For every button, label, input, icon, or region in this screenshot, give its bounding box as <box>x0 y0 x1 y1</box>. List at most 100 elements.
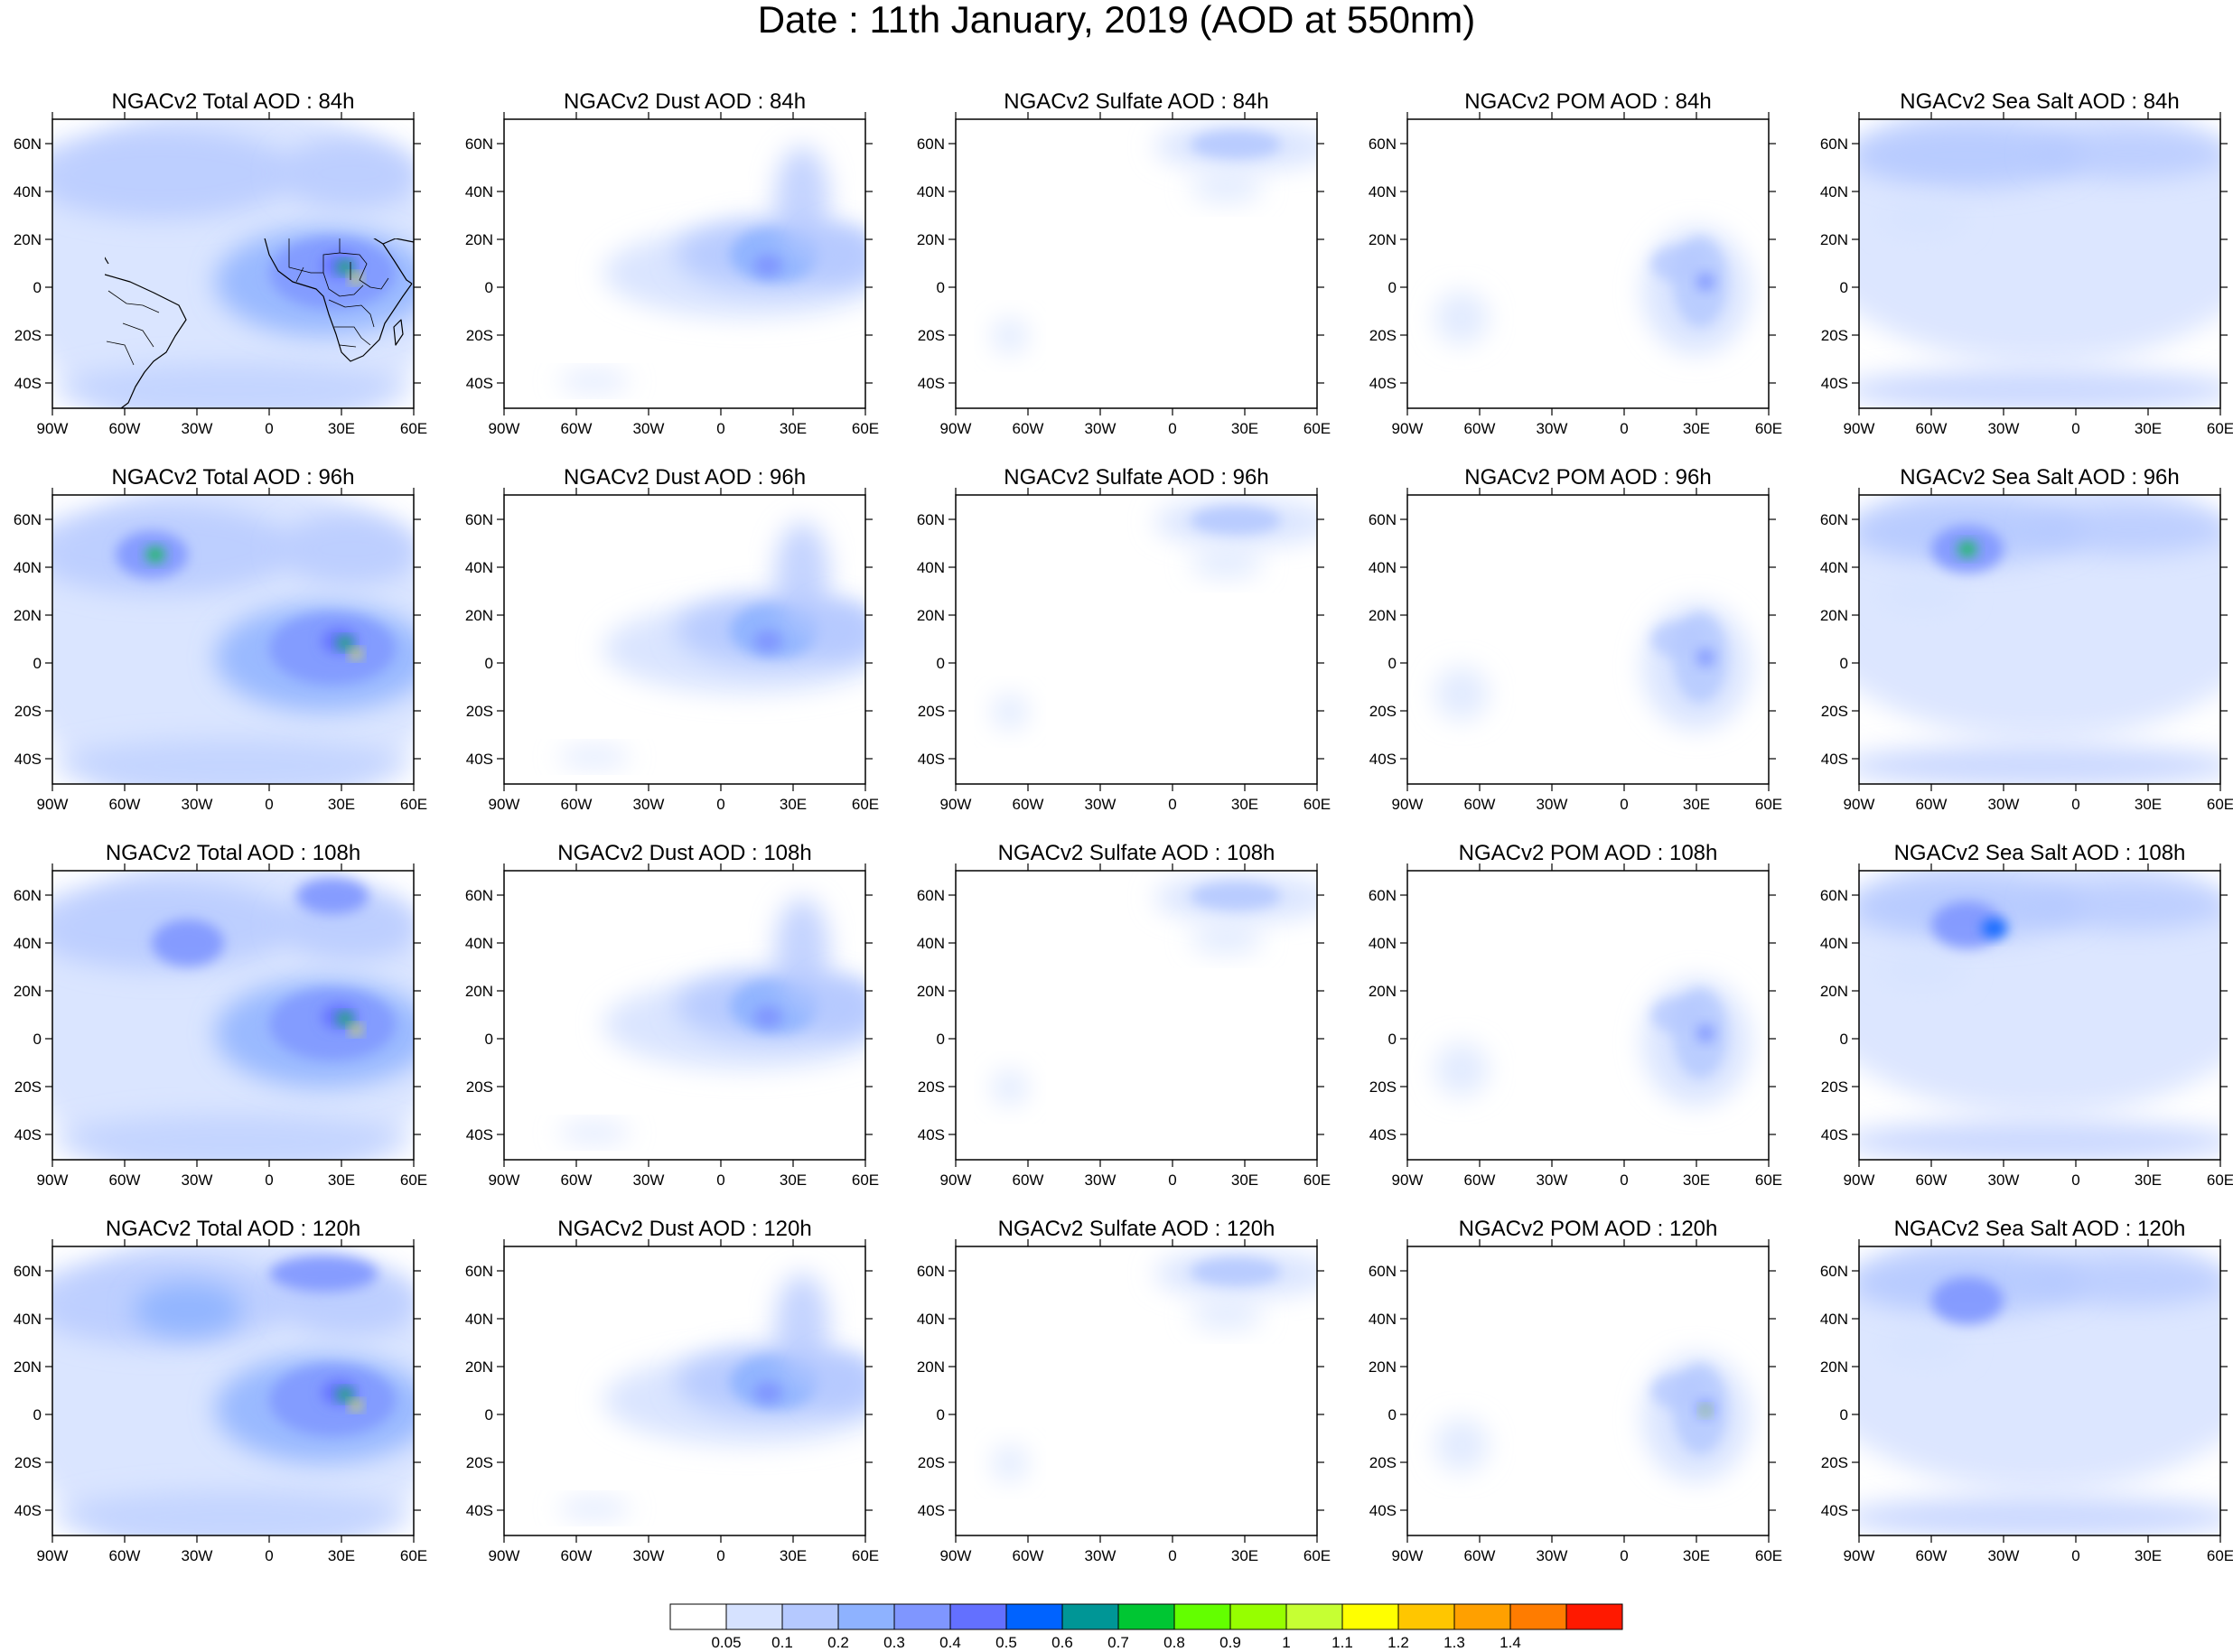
lon-tick-label: 60E <box>1303 420 1331 437</box>
lon-tick-label: 30W <box>1988 1171 2020 1189</box>
map-panel: NGACv2 Total AOD : 108h 90W 60W 30W 0 30E 60E 6… <box>14 841 427 1189</box>
lat-tick-label: 20N <box>1369 983 1397 1000</box>
lat-tick-label: 60N <box>465 511 493 528</box>
lon-tick-label: 0 <box>716 420 724 437</box>
lon-tick-label: 30W <box>182 1171 213 1189</box>
aod-shading <box>1859 495 2220 784</box>
aod-shading <box>558 1274 865 1517</box>
lat-tick-label: 40N <box>1369 1311 1397 1328</box>
aod-shading <box>992 1250 1317 1481</box>
lon-tick-label: 30E <box>328 796 355 813</box>
lon-tick-label: 30W <box>1085 1171 1116 1189</box>
lon-tick-label: 30W <box>633 1547 665 1564</box>
lon-tick-label: 90W <box>489 796 520 813</box>
panel-title: NGACv2 POM AOD : 120h <box>1459 1217 1718 1241</box>
panel-title: NGACv2 Total AOD : 108h <box>106 841 360 865</box>
lat-tick-label: 60N <box>14 887 42 904</box>
map-panel: NGACv2 Sulfate AOD : 108h 90W 60W 30W 0 30E 60… <box>917 841 1331 1189</box>
lat-tick-label: 40N <box>1369 559 1397 576</box>
lon-tick-label: 90W <box>940 1171 972 1189</box>
map-frame <box>1858 494 2221 785</box>
colorbar-swatch <box>1453 1603 1511 1630</box>
lat-tick-label: 60N <box>465 135 493 153</box>
lat-tick-label: 0 <box>33 279 42 296</box>
lon-tick-label: 90W <box>37 420 69 437</box>
lon-tick-label: 60W <box>1013 1547 1044 1564</box>
lat-tick-label: 20S <box>1369 703 1397 720</box>
lat-tick-label: 0 <box>485 655 493 672</box>
aod-shading <box>992 874 1317 1106</box>
lat-tick-label: 20N <box>917 1358 945 1376</box>
map-panel: NGACv2 Sulfate AOD : 96h 90W 60W 30W 0 30E 60E… <box>917 465 1331 813</box>
lon-tick-label: 0 <box>1620 420 1628 437</box>
lon-tick-label: 30W <box>1085 796 1116 813</box>
lat-tick-label: 40S <box>14 751 42 768</box>
lat-tick-label: 60N <box>1820 1263 1848 1280</box>
lon-tick-label: 30W <box>1988 1547 2020 1564</box>
map-frame <box>1406 1246 1770 1536</box>
lon-tick-label: 30E <box>2135 1547 2162 1564</box>
colorbar-label: 1.1 <box>1331 1634 1353 1651</box>
lat-tick-label: 20S <box>1821 1078 1848 1096</box>
lat-tick-label: 20N <box>465 1358 493 1376</box>
colorbar-swatch <box>725 1603 783 1630</box>
lon-tick-label: 30W <box>1085 420 1116 437</box>
lon-tick-label: 0 <box>2071 420 2079 437</box>
lon-tick-label: 0 <box>265 1547 273 1564</box>
lon-tick-label: 90W <box>1392 796 1424 813</box>
lon-tick-label: 60W <box>1916 420 1948 437</box>
lat-tick-label: 40S <box>918 751 945 768</box>
lon-tick-label: 60W <box>1916 1547 1948 1564</box>
colorbar-swatch <box>949 1603 1007 1630</box>
lat-tick-label: 40N <box>917 183 945 201</box>
panel-title: NGACv2 Dust AOD : 120h <box>557 1217 811 1241</box>
lon-tick-label: 60W <box>1464 1171 1496 1189</box>
lat-tick-label: 20N <box>1369 1358 1397 1376</box>
lat-tick-label: 20S <box>1821 1454 1848 1471</box>
panel-title: NGACv2 Sulfate AOD : 84h <box>1004 89 1268 114</box>
colorbar-label: 0.4 <box>939 1634 961 1651</box>
lat-tick-label: 0 <box>1840 655 1848 672</box>
lat-tick-label: 20N <box>14 231 42 248</box>
lon-tick-label: 60W <box>1464 1547 1496 1564</box>
lat-tick-label: 0 <box>1388 655 1397 672</box>
panel-title: NGACv2 Dust AOD : 108h <box>557 841 811 865</box>
lon-tick-label: 0 <box>1168 796 1176 813</box>
aod-shading <box>992 123 1317 354</box>
lat-tick-label: 20N <box>14 983 42 1000</box>
aod-shading <box>558 522 865 766</box>
lat-tick-label: 20N <box>1820 983 1848 1000</box>
aod-shading <box>1434 603 1751 730</box>
lat-tick-label: 60N <box>14 511 42 528</box>
lat-tick-label: 40S <box>1821 375 1848 392</box>
lon-tick-label: 0 <box>2071 1171 2079 1189</box>
map-frame <box>955 870 1318 1161</box>
lat-tick-label: 40S <box>466 1126 493 1143</box>
lon-tick-label: 90W <box>37 1171 69 1189</box>
lat-tick-label: 0 <box>33 655 42 672</box>
lon-tick-label: 30E <box>780 796 807 813</box>
colorbar-swatch <box>893 1603 951 1630</box>
lon-tick-label: 60E <box>400 1171 427 1189</box>
lat-tick-label: 60N <box>14 135 42 153</box>
lon-tick-label: 60E <box>1303 796 1331 813</box>
lat-tick-label: 40S <box>1369 375 1397 392</box>
lon-tick-label: 30E <box>328 1547 355 1564</box>
panel-title: NGACv2 Sulfate AOD : 120h <box>998 1217 1275 1241</box>
colorbar-label: 1.3 <box>1444 1634 1465 1651</box>
colorbar-swatch <box>1005 1603 1063 1630</box>
lon-tick-label: 30E <box>1683 796 1710 813</box>
map-frame <box>1406 118 1770 409</box>
lat-tick-label: 40S <box>1821 1502 1848 1519</box>
lat-tick-label: 40N <box>14 1311 42 1328</box>
panel-title: NGACv2 POM AOD : 108h <box>1459 841 1718 865</box>
lat-tick-label: 20N <box>1820 1358 1848 1376</box>
lon-tick-label: 30E <box>1683 420 1710 437</box>
lat-tick-label: 0 <box>1388 1031 1397 1048</box>
lon-tick-label: 0 <box>265 796 273 813</box>
lon-tick-label: 60E <box>400 796 427 813</box>
colorbar-swatch <box>1285 1603 1343 1630</box>
aod-shading <box>1434 979 1751 1106</box>
lon-tick-label: 90W <box>1844 1171 1875 1189</box>
lon-tick-label: 0 <box>1168 1171 1176 1189</box>
